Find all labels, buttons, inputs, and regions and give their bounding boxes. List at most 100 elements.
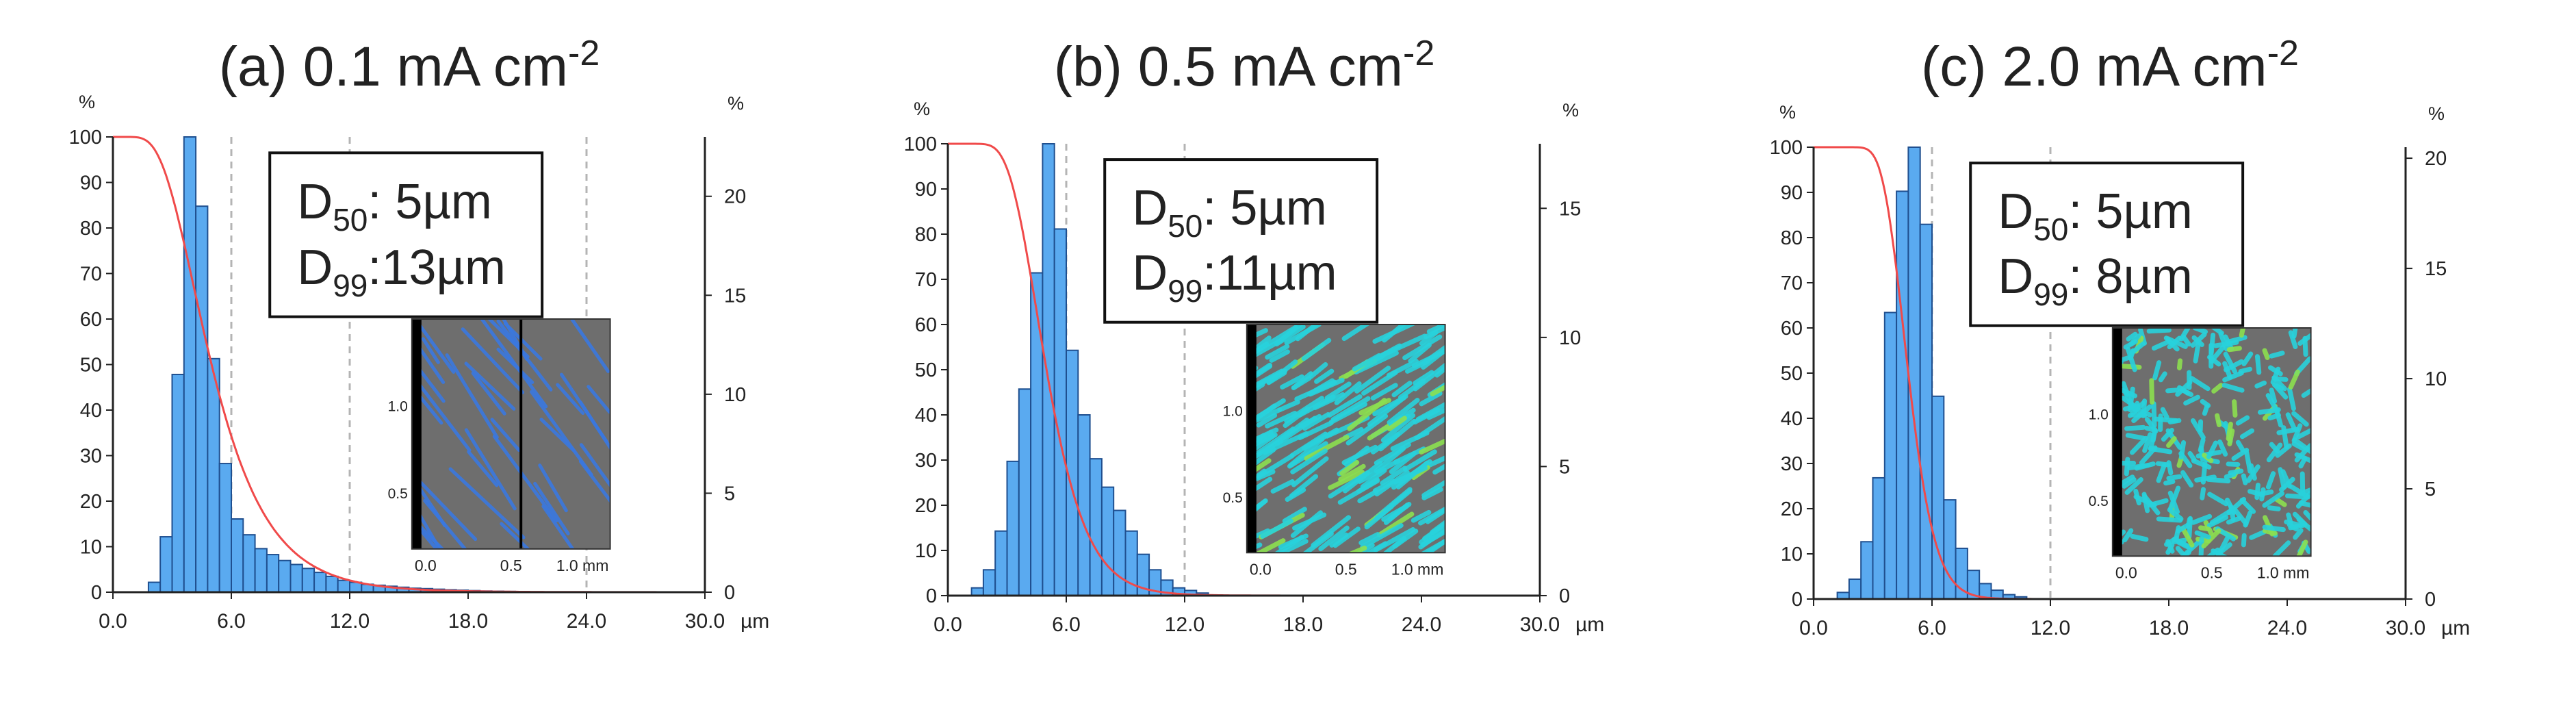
inset-particle [1329,532,1349,548]
d50-subscript: 50 [333,202,368,238]
inset-particle [1256,498,1268,511]
inset-particle [2122,474,2135,486]
inset-particle [1256,398,1286,421]
inset-particle [1309,362,1328,379]
inset-particle [2254,483,2261,500]
inset-particle [2235,440,2245,453]
left-tick-label: 30 [915,450,937,472]
inset-particle [2284,493,2310,500]
inset-particle [1354,351,1399,375]
inset-particle [1354,366,1391,394]
x-axis-unit: µm [2441,617,2470,639]
inset-particle [2223,334,2234,351]
inset-particle [1256,432,1278,446]
inset-y-tick-label: 0.5 [388,486,408,502]
chart-title: (c) 2.0 mA cm-2 [1921,34,2299,98]
inset-particle [1380,333,1428,357]
inset-particle [2266,442,2283,463]
inset-particle [2198,437,2206,453]
left-tick-label: 20 [1781,498,1803,520]
left-tick-label: 90 [80,173,102,194]
inset-particle [1290,448,1328,474]
histogram-bar [1042,143,1055,596]
d99-letter: D [1132,246,1168,301]
d50-letter: D [297,175,333,229]
inset-particle [2232,399,2238,418]
inset-particle [2155,461,2171,468]
inset-particle [1256,528,1271,539]
inset-particle [2207,492,2229,507]
inset-particle [461,327,525,394]
inset-y-tick-label: 0.5 [1223,490,1243,506]
left-tick-label: 20 [80,491,102,513]
inset-particle [2176,522,2190,533]
d50-annotation: D50: 5µm [1132,181,1327,244]
inset-particle [1328,470,1370,499]
histogram-bar [254,548,268,593]
inset-particle [2191,513,2213,525]
inset-particle [2265,471,2276,490]
inset-particle [2241,533,2247,548]
inset-particle [2284,519,2303,528]
left-axis-unit: % [79,92,95,112]
right-axis-unit: % [1562,100,1579,120]
inset-particle [2271,375,2287,392]
inset-particle [1395,460,1430,490]
inset-particle [2194,474,2217,483]
right-tick-label: 15 [724,285,746,307]
inset-y-tick-label: 1.0 [388,398,408,414]
x-tick-label: 24.0 [567,610,606,633]
left-tick-label: 20 [915,495,937,517]
inset-x-tick-label: 1.0 mm [1391,560,1444,578]
right-tick-label: 15 [2425,258,2447,280]
inset-particle [2238,366,2253,374]
inset-particle [2269,387,2278,404]
inset-particle [1358,532,1380,546]
inset-particle [464,361,516,411]
histogram-bar [1848,578,1862,600]
right-tick-label: 5 [1559,456,1570,478]
inset-particle [2291,411,2309,427]
x-tick-label: 0.0 [99,610,127,633]
inset-particle [2288,330,2298,349]
inset-particle [2241,473,2248,485]
inset-particle [578,400,610,451]
inset-particle [2211,383,2224,394]
inset-particle [2224,472,2237,479]
inset-particle [1387,416,1407,431]
inset-map: 0.0 0.5 1.0 mm 1.0 0.5 [2089,327,2312,581]
inset-particle [2249,529,2267,540]
histogram-bar [207,357,220,594]
inset-particle [1282,507,1307,524]
histogram-bar [325,575,339,594]
inset-particle [1265,411,1298,429]
inset-particle [2190,418,2206,440]
inset-particle [2142,432,2153,453]
inset-x-tick-label: 0.0 [2115,563,2137,581]
histogram-bar [1053,228,1067,596]
inset-particle [2262,348,2270,360]
d50-value: : 5µm [368,175,492,229]
inset-particle [487,319,530,359]
right-tick-label: 0 [1559,585,1570,607]
inset-particle [2215,542,2232,557]
inset-particle [2142,494,2161,516]
inset-particle [1324,381,1352,400]
inset-particle [1374,446,1406,474]
inset-particle [2222,361,2233,380]
inset-particle [1277,399,1300,412]
inset-particle [1256,325,1298,355]
inset-particle [2226,346,2242,353]
inset-particle [1280,374,1304,390]
inset-particle [2292,511,2308,527]
inset-y-tick-label: 0.5 [2089,494,2109,509]
inset-particle [2183,394,2200,406]
d99-annotation: D99:13µm [297,240,506,303]
inset-particle [2134,461,2156,471]
inset-particle [2200,398,2211,408]
inset-particle [2166,436,2177,448]
inset-particle [2287,386,2296,411]
histogram-bar [1113,509,1126,596]
left-axis-unit: % [914,99,930,119]
